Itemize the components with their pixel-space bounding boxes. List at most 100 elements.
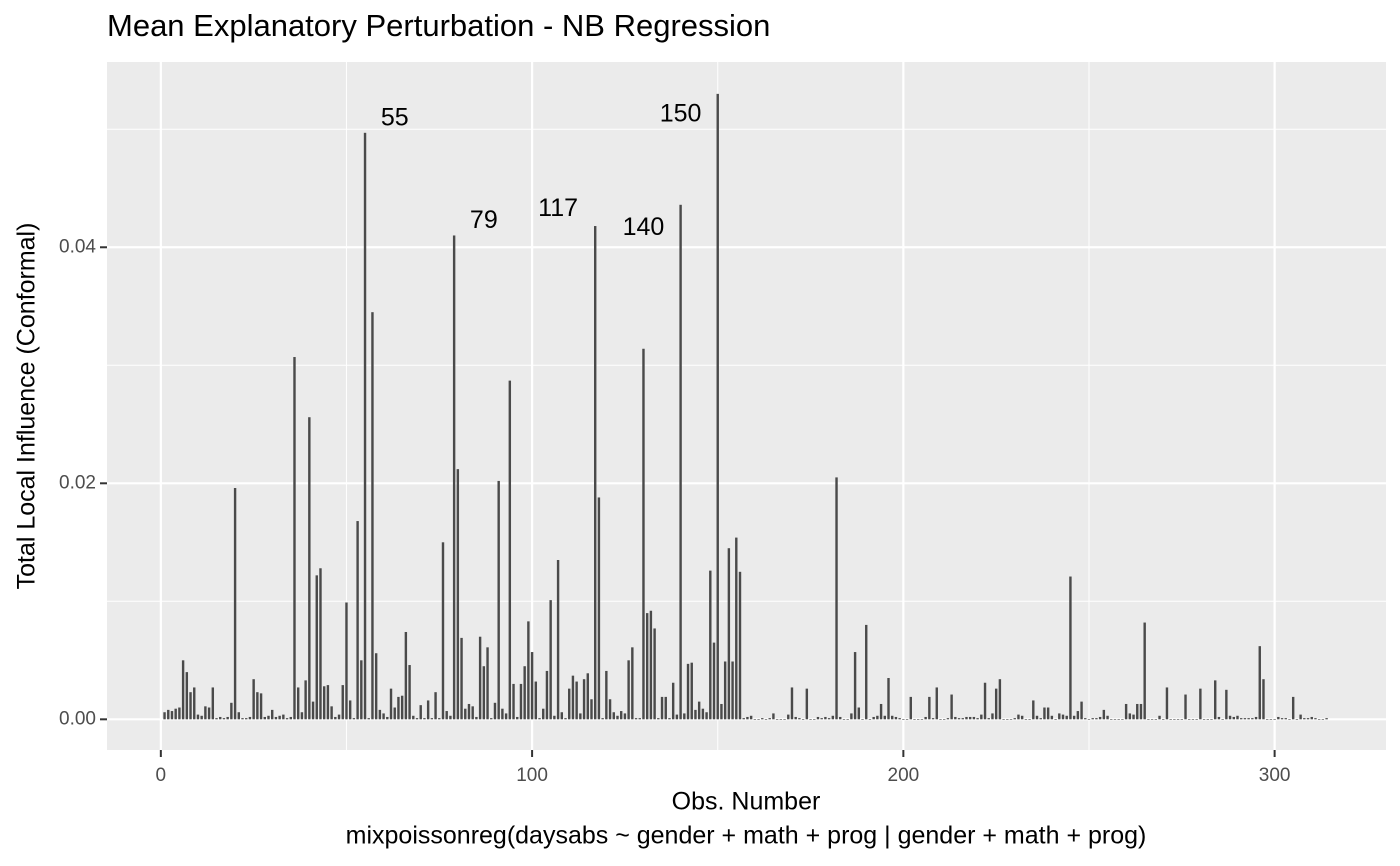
bar — [471, 706, 474, 720]
bar — [783, 719, 786, 720]
annotation: 150 — [660, 100, 702, 128]
bar — [1024, 719, 1028, 720]
bar — [1284, 718, 1287, 720]
bar — [1228, 715, 1232, 720]
bar — [1254, 716, 1258, 720]
bar — [605, 670, 608, 720]
bar — [1217, 716, 1221, 720]
bar — [545, 670, 549, 720]
bar — [371, 312, 374, 720]
bar — [627, 660, 630, 720]
bar — [935, 687, 938, 720]
bar — [946, 718, 950, 720]
bar — [534, 681, 538, 720]
bar — [1139, 703, 1143, 720]
bar — [207, 707, 211, 720]
bar — [289, 716, 292, 720]
bar — [827, 718, 831, 720]
bar — [1317, 719, 1321, 720]
bar — [415, 718, 419, 720]
bar — [1295, 719, 1299, 720]
bar — [853, 652, 857, 720]
bar — [274, 716, 278, 720]
bar — [296, 687, 300, 720]
bar — [868, 719, 872, 720]
bar — [1121, 719, 1124, 720]
x-tick-label: 200 — [888, 765, 920, 786]
bar — [772, 713, 775, 720]
bars — [163, 93, 1328, 720]
bar — [798, 718, 801, 720]
bar — [1195, 719, 1198, 720]
x-tick-label: 100 — [516, 765, 548, 786]
bar — [968, 716, 972, 720]
bar — [586, 673, 589, 720]
bar — [1136, 703, 1139, 720]
bar — [553, 715, 556, 720]
bar — [263, 716, 266, 720]
bar — [1258, 646, 1261, 720]
bar — [248, 716, 252, 720]
bar — [668, 718, 671, 720]
bar — [215, 718, 218, 720]
bar — [467, 703, 471, 720]
bar — [660, 696, 664, 720]
bar — [1162, 719, 1165, 720]
bar — [712, 642, 716, 720]
bar — [972, 716, 976, 720]
x-tick-label: 0 — [156, 765, 167, 786]
bar — [928, 696, 931, 720]
x-tick-label: 300 — [1259, 765, 1291, 786]
bar — [861, 719, 864, 720]
bar — [683, 713, 686, 720]
bar — [211, 687, 215, 720]
bar — [582, 679, 586, 720]
bar — [645, 613, 649, 720]
bar — [939, 719, 942, 720]
bar — [1013, 718, 1016, 720]
bar — [345, 602, 348, 720]
bar — [185, 672, 189, 720]
bar — [438, 718, 441, 720]
y-tick-label: 0.00 — [59, 708, 96, 729]
bar — [842, 719, 846, 720]
bar — [612, 712, 615, 720]
bar — [1043, 707, 1046, 720]
bar — [245, 718, 248, 720]
bar — [374, 653, 378, 720]
bar — [181, 660, 185, 720]
bar — [352, 718, 356, 720]
bar — [1147, 719, 1150, 720]
bar — [449, 715, 452, 720]
bar — [1277, 716, 1280, 720]
bar — [542, 708, 545, 720]
bar — [931, 718, 935, 720]
bar — [835, 477, 838, 720]
bar — [1002, 719, 1005, 720]
bar — [917, 719, 920, 720]
bar — [1102, 709, 1106, 720]
bar — [746, 716, 749, 720]
bar — [839, 716, 842, 720]
bar — [475, 716, 478, 720]
bar — [304, 680, 307, 720]
bar — [530, 652, 534, 720]
bar — [1158, 715, 1161, 720]
bar — [1039, 718, 1042, 720]
bar — [501, 708, 504, 720]
bar — [1032, 700, 1035, 720]
bar — [556, 560, 560, 720]
bar — [616, 715, 619, 720]
bar — [1280, 718, 1284, 720]
bar — [174, 708, 177, 720]
bar — [1035, 715, 1039, 720]
bar — [1236, 715, 1239, 720]
bar — [1065, 715, 1068, 720]
bar — [278, 715, 281, 720]
bar — [902, 719, 905, 720]
bar — [1143, 622, 1146, 720]
bar — [1265, 719, 1269, 720]
bar — [757, 719, 760, 720]
bar — [831, 715, 835, 720]
